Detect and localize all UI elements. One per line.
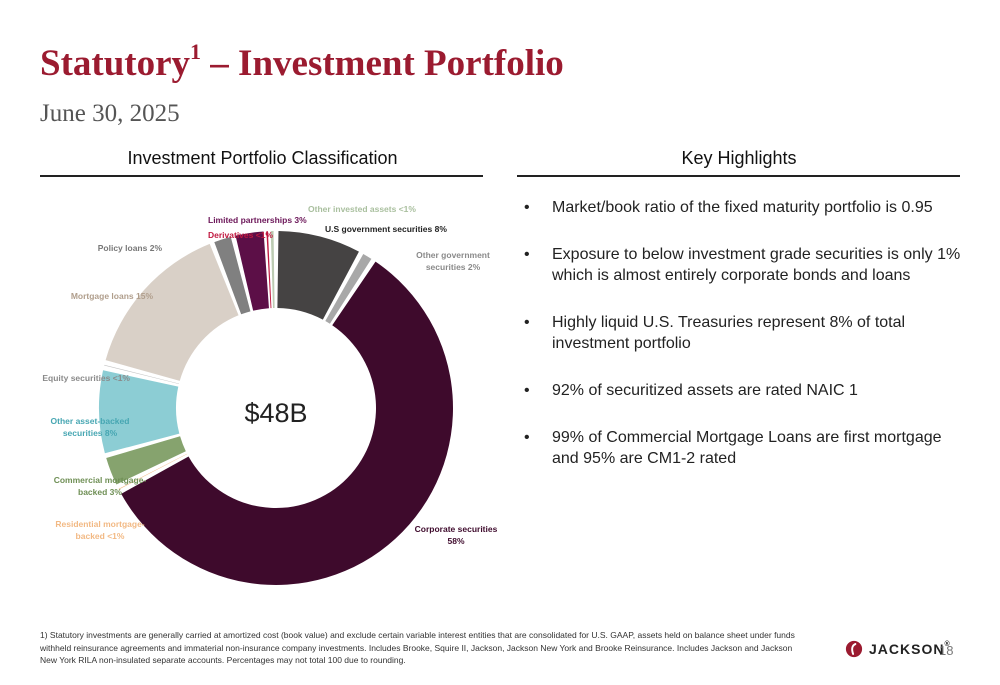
highlight-item: • Highly liquid U.S. Treasuries represent… [522,312,962,354]
bullet-marker: • [524,246,530,263]
slice-label-7: Equity securities <1% [42,373,130,383]
slice-label-6: Mortgage loans 15% [71,291,154,301]
donut-slice-1 [325,254,372,324]
donut-slice-4 [106,436,186,485]
key-highlights-heading: Key Highlights [681,148,797,168]
donut-slice-11 [270,231,275,309]
donut-slice-3 [118,453,188,490]
donut-slice-5 [99,370,180,454]
bullet-marker: • [524,314,530,331]
slice-label-2: Derivatives <1% [208,230,273,240]
highlight-text: 92% of securitized assets are rated NAIC… [552,382,858,399]
slice-label-1: Limited partnerships 3% [208,215,307,225]
right-heading-divider [517,175,960,177]
jackson-logo-icon [845,640,863,658]
donut-slice-9 [235,231,269,311]
donut-slice-2 [121,261,453,586]
slice-label-4: Other government securities 2% [416,250,490,272]
jackson-logo-text: JACKSON® [869,641,951,657]
donut-slice-7 [105,243,239,381]
chart-center-total: $48B [244,398,307,428]
highlight-text: Market/book ratio of the fixed maturity … [552,199,933,216]
page-title: Statutory1 – Investment Portfolio [40,39,564,85]
slice-label-3: U.S government securities 8% [325,224,447,234]
slice-label-10: Residential mortgage-backed <1% [55,519,144,541]
highlight-text: Exposure to below investment grade secur… [552,246,961,284]
donut-slice-0 [277,231,359,320]
highlight-text: Highly liquid U.S. Treasuries represent … [552,314,906,352]
highlight-item: • 92% of securitized assets are rated NAI… [522,380,962,401]
investment-portfolio-donut-chart: $48B Other invested assets <1% Limited pa… [40,190,520,610]
bullet-marker: • [524,199,530,216]
footnote: 1) Statutory investments are generally c… [40,630,795,665]
slice-label-9: Commercial mortgage-backed 3% [54,475,147,497]
slice-label-0: Other invested assets <1% [308,204,416,214]
highlight-item: • 99% of Commercial Mortgage Loans are fi… [522,427,962,469]
title-rest: – Investment Portfolio [201,43,564,84]
title-main: Statutory [40,43,191,84]
highlight-item: • Exposure to below investment grade secu… [522,244,962,286]
page-number: 18 [939,643,954,658]
highlight-item: • Market/book ratio of the fixed maturity… [522,197,962,218]
portfolio-classification-heading: Investment Portfolio Classification [127,148,398,168]
slice-label-8: Other asset-backed securities 8% [51,416,130,438]
donut-slice-6 [104,364,180,384]
donut-slice-8 [214,236,251,315]
donut-slice-10 [266,231,272,309]
bullet-marker: • [524,382,530,399]
jackson-logo: JACKSON® [845,640,951,658]
highlight-text: 99% of Commercial Mortgage Loans are fir… [552,429,942,467]
title-footnote-marker: 1 [190,39,202,64]
slice-label-11: Corporate securities 58% [415,524,498,546]
key-highlights-list: • Market/book ratio of the fixed maturity… [522,197,962,495]
slice-label-5: Policy loans 2% [98,243,163,253]
left-heading-divider [40,175,483,177]
bullet-marker: • [524,429,530,446]
page-subtitle: June 30, 2025 [40,100,180,127]
